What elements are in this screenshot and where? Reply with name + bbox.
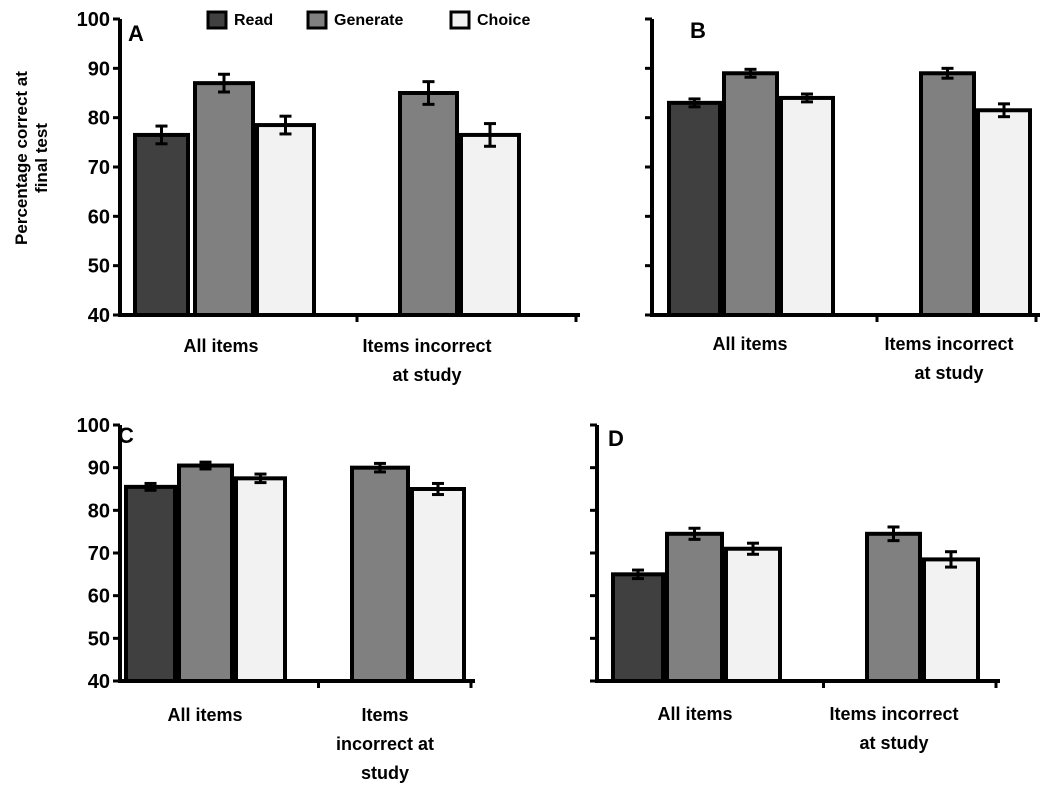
- chart-panel-d: All items Items incorrect at study D: [590, 423, 1000, 753]
- bar-read-all-items: [133, 132, 190, 317]
- panel-letter: B: [690, 18, 706, 43]
- chart-panel-b: All items Items incorrect at study B: [645, 17, 1040, 383]
- y-tick-label: 80: [88, 108, 110, 130]
- legend-swatch: [306, 10, 328, 30]
- category-label: Items incorrect at study: [884, 334, 1013, 383]
- error-bar: [801, 92, 813, 104]
- bar-choice-items-incorrect: [976, 108, 1032, 318]
- bar-generate-all-items: [722, 71, 779, 318]
- error-bar: [374, 461, 386, 474]
- y-tick-label: 70: [88, 157, 110, 179]
- category-label: All items: [657, 704, 732, 724]
- bar-choice-all-items: [234, 476, 287, 684]
- error-bar: [155, 124, 168, 146]
- error-bar: [688, 97, 701, 109]
- error-bar: [744, 67, 757, 79]
- error-bar: [254, 472, 267, 485]
- bar-generate-items-incorrect: [398, 91, 459, 317]
- bar-generate-items-incorrect: [919, 71, 976, 318]
- bar-choice-all-items: [724, 546, 782, 683]
- error-bar: [218, 72, 230, 94]
- error-bar: [432, 481, 444, 497]
- error-bar: [199, 460, 212, 471]
- y-tick-label: 60: [88, 586, 110, 608]
- y-axis-label: Percentage correct atfinal test: [12, 71, 51, 245]
- bar-read-all-items: [124, 484, 177, 683]
- panel-letter: D: [608, 426, 624, 451]
- bar-generate-items-incorrect: [865, 531, 922, 683]
- category-label: Items incorrect at study: [829, 704, 958, 753]
- y-tick-label: 100: [77, 9, 110, 31]
- category-label: All items: [167, 705, 242, 725]
- charts-layer: 40 50 60 70 80 90 100 All items Items incorrect a…: [12, 9, 1040, 783]
- bar-generate-all-items: [193, 81, 255, 317]
- legend: Read Generate Choice: [206, 10, 530, 30]
- legend-swatch: [206, 10, 228, 30]
- error-bar: [941, 66, 954, 80]
- bar-generate-all-items: [177, 463, 234, 683]
- legend-label: Read: [234, 12, 273, 29]
- error-bar: [279, 114, 292, 136]
- error-bar: [632, 568, 644, 581]
- category-label: Items incorrect at study: [362, 336, 491, 385]
- panel-letter: A: [128, 21, 144, 46]
- y-tick-label: 80: [88, 500, 110, 522]
- legend-label: Choice: [477, 12, 530, 29]
- y-tick-label: 90: [88, 458, 110, 480]
- y-tick-label: 60: [88, 206, 110, 228]
- error-bar: [144, 481, 157, 492]
- category-label: All items: [712, 334, 787, 354]
- y-tick-label: 100: [77, 415, 110, 437]
- bar-choice-items-incorrect: [922, 557, 980, 684]
- bar-read-all-items: [611, 572, 665, 683]
- bar-generate-items-incorrect: [350, 465, 410, 683]
- bar-choice-items-incorrect: [459, 132, 521, 317]
- bar-generate-all-items: [665, 531, 724, 683]
- bar-read-all-items: [667, 100, 722, 317]
- y-tick-label: 40: [88, 305, 110, 327]
- bar-choice-items-incorrect: [410, 487, 466, 683]
- panel-letter: C: [118, 423, 134, 448]
- chart-panel-a: 40 50 60 70 80 90 100 All items Items incorrect a…: [12, 9, 580, 385]
- legend-item-generate: Generate: [306, 10, 403, 30]
- bar-choice-all-items: [779, 95, 835, 317]
- error-bar: [747, 541, 759, 556]
- y-tick-label: 50: [88, 256, 110, 278]
- y-tick-label: 40: [88, 671, 110, 693]
- legend-item-choice: Choice: [449, 10, 530, 30]
- legend-swatch: [449, 10, 471, 30]
- error-bar: [422, 80, 435, 106]
- error-bar: [945, 550, 957, 569]
- category-label: All items: [183, 336, 258, 356]
- y-tick-label: 90: [88, 58, 110, 80]
- bar-choice-all-items: [255, 123, 316, 317]
- chart-panel-c: 40 50 60 70 80 90 100 All items Items incorrect a…: [77, 415, 475, 783]
- y-tick-label: 70: [88, 543, 110, 565]
- error-bar: [887, 525, 900, 543]
- category-label: Items incorrect at study: [336, 705, 434, 783]
- error-bar: [688, 526, 701, 541]
- y-tick-label: 50: [88, 628, 110, 650]
- error-bar: [998, 102, 1010, 119]
- error-bar: [484, 122, 496, 148]
- legend-item-read: Read: [206, 10, 273, 30]
- legend-label: Generate: [334, 12, 403, 29]
